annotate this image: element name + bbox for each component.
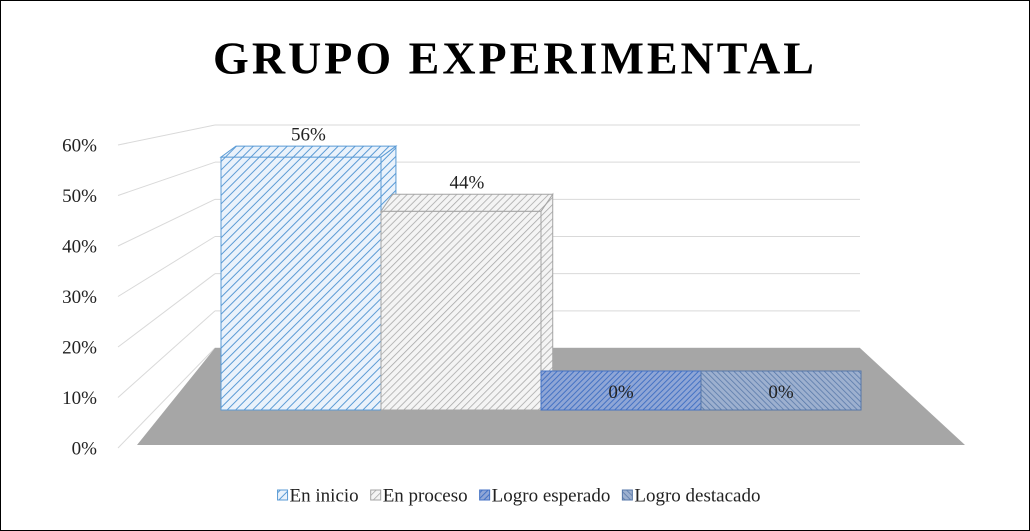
legend-item: En proceso [370, 485, 468, 506]
legend-label: Logro destacado [634, 485, 760, 506]
legend-label: En inicio [290, 485, 359, 506]
value-label: 44% [449, 173, 484, 194]
chart-title: GRUPO EXPERIMENTAL [213, 33, 817, 84]
grid-line [117, 273, 216, 348]
bar-top [700, 370, 862, 411]
legend-label: Logro esperado [492, 485, 611, 506]
bar-top [380, 193, 554, 212]
legend-item: En inicio [277, 485, 359, 506]
value-label: 0% [768, 382, 794, 403]
grid-line [117, 198, 216, 247]
y-tick-label: 50% [62, 186, 97, 207]
bar [220, 156, 382, 411]
legend-swatch [621, 489, 633, 501]
grid-line [117, 310, 216, 398]
bar-top [219, 145, 398, 158]
legend-swatch [479, 489, 491, 501]
y-tick-label: 20% [62, 337, 97, 358]
y-tick-label: 40% [62, 236, 97, 257]
y-tick-label: 30% [62, 287, 97, 308]
y-tick-label: 10% [62, 388, 97, 409]
y-tick-label: 60% [62, 135, 97, 156]
grid-line [117, 347, 216, 449]
grid-line [117, 236, 216, 297]
legend-item: Logro esperado [479, 485, 611, 506]
legend-item: Logro destacado [621, 485, 760, 506]
legend-swatch [277, 489, 289, 501]
bar [380, 210, 542, 411]
value-label: 0% [608, 382, 634, 403]
grid-line [117, 161, 216, 196]
value-label: 56% [291, 124, 326, 145]
y-tick-label: 0% [72, 438, 98, 459]
legend-swatch [370, 489, 382, 501]
grid-line [117, 124, 216, 146]
legend-label: En proceso [383, 485, 468, 506]
